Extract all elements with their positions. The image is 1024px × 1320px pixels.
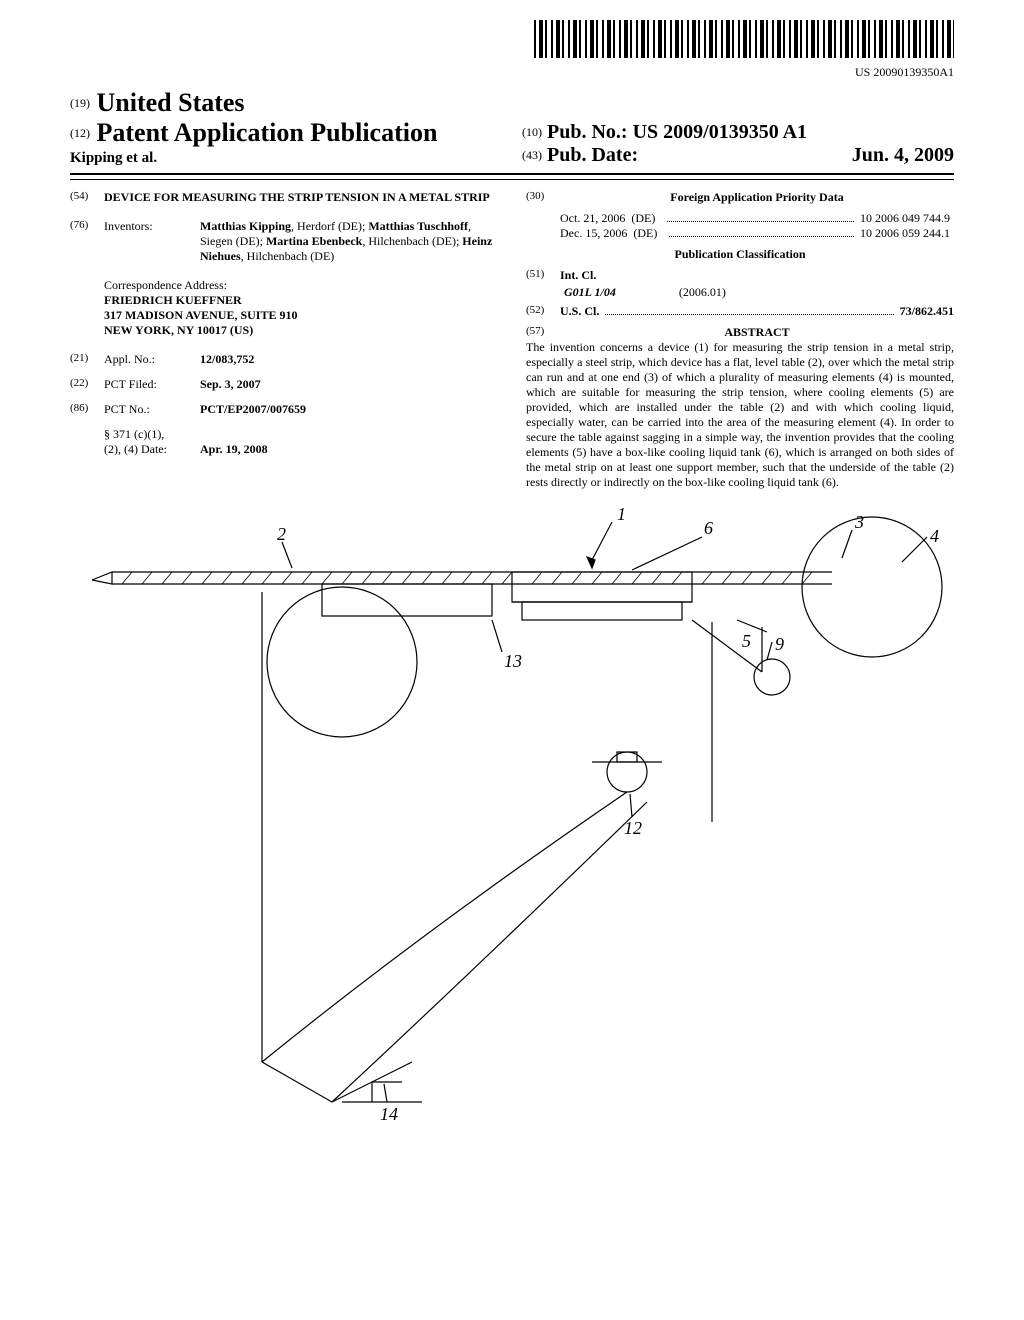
inventors-row: (76) Inventors: Matthias Kipping, Herdor…: [70, 219, 498, 264]
s371-l2: (2), (4) Date:: [104, 442, 200, 457]
foreign-header-row: (30) Foreign Application Priority Data: [526, 190, 954, 205]
inventors-label: Inventors:: [104, 219, 200, 264]
abstract-num: (57): [526, 325, 560, 340]
pubno-line: (10) Pub. No.: US 2009/0139350 A1: [522, 121, 954, 144]
foreign-row: Oct. 21, 2006 (DE) 10 2006 049 744.9: [560, 211, 950, 226]
pubno-value: US 2009/0139350 A1: [633, 121, 807, 143]
foreign-num: (30): [526, 190, 560, 205]
abstract-text: The invention concerns a device (1) for …: [526, 340, 954, 490]
pubno-prefix: (10): [522, 125, 542, 139]
pct-no-row: (86) PCT No.: PCT/EP2007/007659: [70, 402, 498, 417]
uscl-num: (52): [526, 304, 560, 319]
right-column: (30) Foreign Application Priority Data O…: [526, 190, 954, 490]
body-columns: (54) DEVICE FOR MEASURING THE STRIP TENS…: [70, 179, 954, 490]
hatch: [122, 572, 812, 584]
uscl-value: 73/862.451: [900, 304, 954, 319]
intcl-code: G01L 1/04: [564, 285, 616, 299]
pubdate-value: Jun. 4, 2009: [852, 144, 954, 167]
patent-figure-svg: 1 2 3 4 5 6 9 12 13 14: [72, 502, 952, 1122]
ref-6: 6: [704, 518, 713, 538]
correspondence-label: Correspondence Address:: [104, 278, 498, 293]
country: United States: [97, 88, 245, 117]
pct-filed-value: Sep. 3, 2007: [200, 377, 498, 392]
ref-3: 3: [854, 512, 864, 532]
s371-row: § 371 (c)(1), (2), (4) Date: Apr. 19, 20…: [104, 427, 498, 457]
ref-14: 14: [380, 1104, 398, 1122]
pct-no-label: PCT No.:: [104, 402, 200, 417]
pubdate-label: Pub. Date:: [547, 144, 638, 166]
correspondence-l2: 317 MADISON AVENUE, SUITE 910: [104, 308, 498, 323]
header-right: (10) Pub. No.: US 2009/0139350 A1 (43) P…: [522, 121, 954, 167]
foreign-cc: (DE): [631, 211, 655, 226]
appl-no-value: 12/083,752: [200, 352, 498, 367]
s371-l1: § 371 (c)(1),: [104, 427, 200, 442]
inventors-value: Matthias Kipping, Herdorf (DE); Matthias…: [200, 219, 498, 264]
abstract-header-row: (57) ABSTRACT: [526, 325, 954, 340]
s371-labels: § 371 (c)(1), (2), (4) Date:: [104, 427, 200, 457]
barcode: [534, 20, 954, 58]
dots: [669, 226, 854, 237]
dots: [667, 211, 854, 222]
ref-12: 12: [624, 818, 642, 838]
foreign-cc: (DE): [633, 226, 657, 241]
s371-value: Apr. 19, 2008: [200, 442, 498, 457]
patent-page: US 20090139350A1 (19) United States (12)…: [0, 0, 1024, 1162]
ref-5: 5: [742, 631, 751, 651]
foreign-date: Oct. 21, 2006: [560, 211, 625, 226]
doc-type-line: (12) Patent Application Publication: [70, 118, 502, 148]
foreign-appnum: 10 2006 049 744.9: [860, 211, 950, 226]
pubdate-line: (43) Pub. Date: Jun. 4, 2009: [522, 144, 954, 167]
foreign-heading: Foreign Application Priority Data: [560, 190, 954, 205]
pubclass-heading: Publication Classification: [526, 247, 954, 262]
pct-no-value: PCT/EP2007/007659: [200, 402, 498, 417]
doc-type: Patent Application Publication: [97, 118, 438, 147]
figure: 1 2 3 4 5 6 9 12 13 14: [70, 502, 954, 1122]
correspondence-l3: NEW YORK, NY 10017 (US): [104, 323, 498, 338]
country-line: (19) United States: [70, 88, 502, 118]
barcode-region: US 20090139350A1: [70, 20, 954, 80]
ref-1: 1: [617, 504, 626, 524]
title-row: (54) DEVICE FOR MEASURING THE STRIP TENS…: [70, 190, 498, 205]
country-prefix: (19): [70, 96, 90, 110]
header: (19) United States (12) Patent Applicati…: [70, 88, 954, 175]
foreign-row: Dec. 15, 2006 (DE) 10 2006 059 244.1: [560, 226, 950, 241]
foreign-appnum: 10 2006 059 244.1: [860, 226, 950, 241]
left-column: (54) DEVICE FOR MEASURING THE STRIP TENS…: [70, 190, 498, 490]
dots: [605, 304, 893, 315]
doc-type-prefix: (12): [70, 126, 90, 140]
intcl-year: (2006.01): [679, 285, 726, 299]
foreign-rows: Oct. 21, 2006 (DE) 10 2006 049 744.9 Dec…: [556, 211, 954, 241]
barcode-text: US 20090139350A1: [70, 65, 954, 80]
ref-4: 4: [930, 526, 939, 546]
correspondence-block: Correspondence Address: FRIEDRICH KUEFFN…: [104, 278, 498, 338]
pct-filed-row: (22) PCT Filed: Sep. 3, 2007: [70, 377, 498, 392]
invention-title: DEVICE FOR MEASURING THE STRIP TENSION I…: [104, 190, 498, 205]
header-left: (19) United States (12) Patent Applicati…: [70, 88, 502, 167]
appl-no-num: (21): [70, 352, 104, 367]
pubno-label: Pub. No.:: [547, 121, 628, 143]
appl-no-label: Appl. No.:: [104, 352, 200, 367]
uscl-row: (52) U.S. Cl. 73/862.451: [526, 304, 954, 319]
pct-filed-num: (22): [70, 377, 104, 392]
ref-9: 9: [775, 634, 784, 654]
ref-13: 13: [504, 651, 522, 671]
correspondence-l1: FRIEDRICH KUEFFNER: [104, 293, 498, 308]
pct-filed-label: PCT Filed:: [104, 377, 200, 392]
abstract-heading: ABSTRACT: [560, 325, 954, 340]
inventors-num: (76): [70, 219, 104, 264]
intcl-label: Int. Cl.: [560, 268, 596, 283]
ref-labels: 1 2 3 4 5 6 9 12 13 14: [277, 504, 939, 1122]
ref-2: 2: [277, 524, 286, 544]
applicant-line: Kipping et al.: [70, 150, 502, 167]
appl-no-row: (21) Appl. No.: 12/083,752: [70, 352, 498, 367]
intcl-row: (51) Int. Cl.: [526, 268, 954, 283]
intcl-num: (51): [526, 268, 560, 283]
foreign-date: Dec. 15, 2006: [560, 226, 627, 241]
uscl-label: U.S. Cl.: [560, 304, 599, 319]
intcl-code-row: G01L 1/04 (2006.01): [564, 285, 954, 300]
pubdate-prefix: (43): [522, 148, 542, 162]
title-num: (54): [70, 190, 104, 205]
pct-no-num: (86): [70, 402, 104, 417]
